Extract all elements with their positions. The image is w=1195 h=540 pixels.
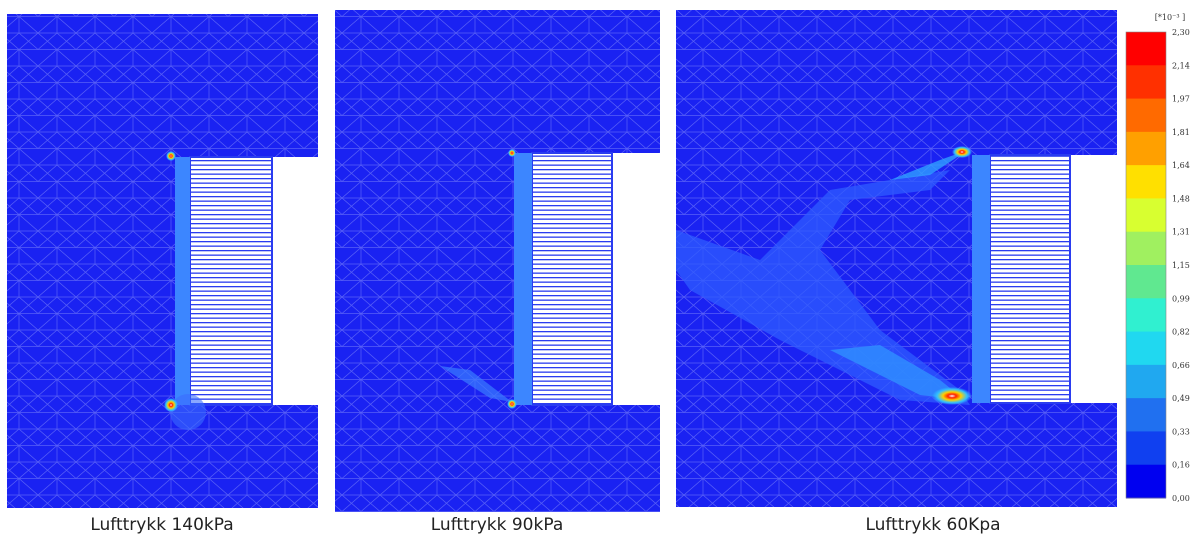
colorbar: 2,30 2,14 1,97 1,81 1,64 1,48 1,31 1,15 0,99 0,82…: [1126, 28, 1190, 503]
colorbar-label: 0,33: [1172, 427, 1190, 436]
colorbar-label: 2,14: [1172, 61, 1190, 70]
panel: [676, 10, 1117, 507]
caption: Lufttrykk 140kPa: [90, 515, 233, 535]
colorbar-segment: [1126, 265, 1166, 299]
colorbar-label: 1,48: [1172, 194, 1190, 203]
caption: Lufttrykk 60Kpa: [865, 515, 1000, 535]
colorbar-unit: [*10⁻³ ]: [1155, 13, 1185, 22]
colorbar-segment: [1126, 132, 1166, 166]
colorbar-label: 1,81: [1172, 128, 1190, 137]
colorbar-segment: [1126, 165, 1166, 199]
colorbar-label: 0,49: [1172, 394, 1190, 403]
colorbar-segment: [1126, 32, 1166, 66]
colorbar-segment: [1126, 198, 1166, 232]
colorbar-label: 0,99: [1172, 294, 1190, 303]
colorbar-label: 0,66: [1172, 361, 1190, 370]
colorbar-label: 1,97: [1172, 95, 1190, 104]
panel: [7, 14, 318, 508]
colorbar-label: 2,30: [1172, 28, 1190, 37]
colorbar-segment: [1126, 365, 1166, 399]
colorbar-label: 0,16: [1172, 461, 1190, 470]
colorbar-label: 1,64: [1172, 161, 1190, 170]
colorbar-segment: [1126, 465, 1166, 499]
colorbar-label: 1,31: [1172, 228, 1190, 237]
colorbar-segment: [1126, 431, 1166, 465]
colorbar-segment: [1126, 298, 1166, 332]
colorbar-segment: [1126, 99, 1166, 133]
figure: Lufttrykk 140kPa Lufttrykk 90kPa Lufttry…: [0, 0, 1195, 540]
colorbar-label: 0,82: [1172, 328, 1190, 337]
colorbar-segment: [1126, 65, 1166, 99]
colorbar-segment: [1126, 332, 1166, 366]
colorbar-label: 1,15: [1172, 261, 1190, 270]
panel: [335, 10, 660, 512]
colorbar-segment: [1126, 232, 1166, 266]
colorbar-segment: [1126, 398, 1166, 432]
caption: Lufttrykk 90kPa: [431, 515, 564, 535]
colorbar-label: 0,00: [1172, 494, 1190, 503]
